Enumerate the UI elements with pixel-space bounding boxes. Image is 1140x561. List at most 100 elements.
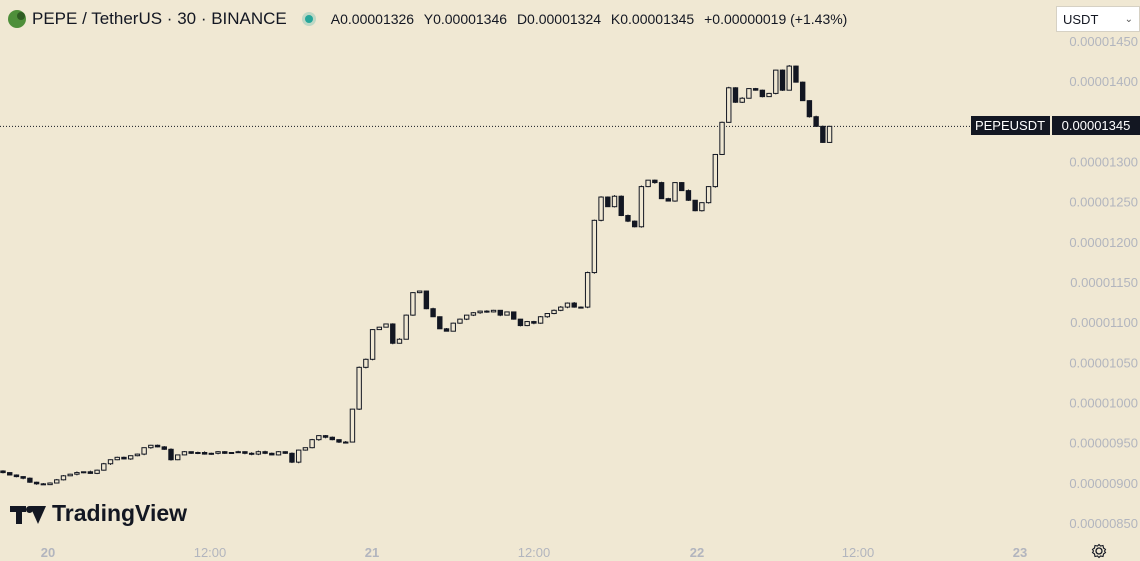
candle[interactable] <box>175 454 181 461</box>
candle[interactable] <box>517 318 524 327</box>
candle[interactable] <box>786 65 792 91</box>
candle[interactable] <box>336 439 342 444</box>
candle[interactable] <box>625 214 631 223</box>
candle[interactable] <box>107 459 114 465</box>
candle[interactable] <box>551 309 557 315</box>
candle[interactable] <box>692 199 698 212</box>
candle[interactable] <box>578 306 584 309</box>
candle[interactable] <box>396 338 403 344</box>
candle[interactable] <box>598 196 604 222</box>
candle[interactable] <box>759 89 766 98</box>
candle[interactable] <box>40 482 47 486</box>
candle[interactable] <box>752 87 759 91</box>
candle[interactable] <box>208 452 215 455</box>
candle[interactable] <box>605 196 611 208</box>
candle[interactable] <box>719 121 725 156</box>
candle[interactable] <box>779 69 786 91</box>
candle[interactable] <box>343 440 349 444</box>
candle[interactable] <box>739 97 745 103</box>
candle[interactable] <box>773 69 779 95</box>
candle[interactable] <box>450 322 456 332</box>
candle[interactable] <box>228 452 235 455</box>
candle[interactable] <box>376 326 383 331</box>
candle[interactable] <box>806 100 813 118</box>
candle[interactable] <box>511 311 517 320</box>
price-axis[interactable]: 0.000014500.000014000.000013500.00001300… <box>1069 34 1138 531</box>
candle[interactable] <box>161 446 167 450</box>
candle[interactable] <box>477 310 483 314</box>
candle[interactable] <box>222 451 228 454</box>
candle[interactable] <box>430 307 436 318</box>
candle[interactable] <box>369 329 376 361</box>
candle[interactable] <box>309 438 315 449</box>
candle[interactable] <box>235 450 241 454</box>
settings-icon[interactable] <box>1091 543 1107 559</box>
candle[interactable] <box>712 153 719 188</box>
time-axis[interactable]: 20 12:00 21 12:00 22 12:00 23 <box>41 545 1027 560</box>
candle[interactable] <box>154 444 161 448</box>
candle[interactable] <box>215 451 221 455</box>
candle[interactable] <box>793 65 799 83</box>
candle[interactable] <box>457 318 463 324</box>
candle[interactable] <box>571 302 577 308</box>
candle[interactable] <box>584 271 591 309</box>
candle[interactable] <box>437 316 443 330</box>
candle[interactable] <box>672 182 678 202</box>
candle[interactable] <box>329 436 335 441</box>
candle[interactable] <box>141 447 147 456</box>
candle[interactable] <box>134 453 141 457</box>
candle[interactable] <box>67 473 73 477</box>
candle[interactable] <box>188 451 194 454</box>
candle[interactable] <box>645 179 651 188</box>
candle[interactable] <box>665 197 671 202</box>
candle[interactable] <box>652 179 658 184</box>
candle[interactable] <box>7 472 13 476</box>
symbol-title[interactable]: PEPE / TetherUS · 30 · BINANCE <box>32 9 287 28</box>
candle[interactable] <box>531 320 537 325</box>
candle[interactable] <box>148 444 154 449</box>
candle[interactable] <box>416 290 423 294</box>
candle[interactable] <box>201 451 208 455</box>
candle[interactable] <box>255 450 262 456</box>
candle[interactable] <box>732 87 739 103</box>
tradingview-logo[interactable]: TradingView <box>10 500 187 527</box>
candle[interactable] <box>181 451 188 456</box>
candle[interactable] <box>289 452 295 464</box>
candle[interactable] <box>47 482 53 486</box>
candle[interactable] <box>168 448 174 461</box>
candle[interactable] <box>322 434 329 439</box>
candle[interactable] <box>269 452 275 456</box>
candle[interactable] <box>490 309 497 313</box>
candle[interactable] <box>820 125 826 143</box>
candle[interactable] <box>356 366 362 410</box>
candle[interactable] <box>114 456 120 461</box>
candle[interactable] <box>484 310 490 313</box>
currency-selector[interactable]: USDT ⌄ <box>1056 6 1140 32</box>
candle[interactable] <box>127 455 134 460</box>
candle[interactable] <box>564 302 571 309</box>
candle[interactable] <box>242 451 248 455</box>
candle[interactable] <box>813 115 819 127</box>
candle[interactable] <box>94 469 100 475</box>
candle[interactable] <box>316 435 322 441</box>
candle[interactable] <box>685 189 692 201</box>
candle[interactable] <box>363 358 369 369</box>
candle[interactable] <box>410 292 416 316</box>
candle[interactable] <box>443 327 450 332</box>
candle[interactable] <box>248 452 255 456</box>
candle[interactable] <box>504 311 510 316</box>
candle[interactable] <box>726 86 732 123</box>
candle[interactable] <box>558 306 564 312</box>
candle[interactable] <box>699 202 705 212</box>
candle[interactable] <box>497 309 503 317</box>
candle[interactable] <box>658 181 665 200</box>
candle[interactable] <box>618 195 624 217</box>
candle[interactable] <box>638 185 645 228</box>
candle[interactable] <box>537 316 544 324</box>
candle[interactable] <box>33 481 40 485</box>
candle[interactable] <box>295 449 302 464</box>
candle[interactable] <box>591 219 598 274</box>
candle[interactable] <box>349 408 356 443</box>
candle[interactable] <box>0 470 6 474</box>
